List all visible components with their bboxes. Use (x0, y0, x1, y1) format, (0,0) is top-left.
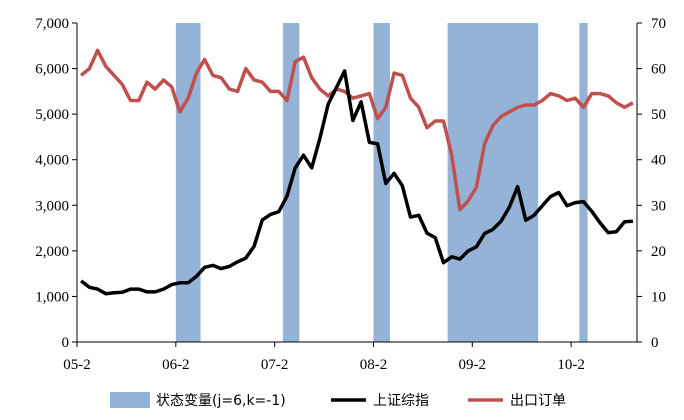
legend-swatch-state-variable (110, 392, 150, 408)
left-tick-label: 5,000 (35, 107, 69, 123)
shanghai-index-line (80, 69, 634, 296)
left-tick-label: 3,000 (35, 198, 69, 214)
left-tick-label: 4,000 (35, 153, 69, 169)
legend-label-state-variable: 状态变量(j=6,k=-1) (156, 393, 286, 409)
left-tick-label: 2,000 (35, 244, 69, 260)
series-lines (79, 48, 634, 296)
right-tick-label: 30 (651, 198, 666, 214)
left-tick-label: 1,000 (35, 289, 69, 305)
x-tick-label: 07-2 (261, 357, 289, 373)
right-tick-label: 20 (651, 244, 666, 260)
x-tick-label: 05-2 (63, 357, 91, 373)
left-tick-label: 0 (62, 335, 70, 351)
right-tick-label: 0 (651, 335, 659, 351)
left-tick-label: 6,000 (35, 62, 69, 78)
legend-label-export-orders: 出口订单 (510, 393, 566, 409)
legend-label-shanghai-index: 上证综指 (373, 393, 429, 409)
left-tick-label: 7,000 (35, 16, 69, 32)
state-band-4 (579, 23, 588, 342)
right-tick-label: 70 (651, 16, 666, 32)
state-band-3 (447, 23, 539, 342)
x-tick-label: 09-2 (459, 357, 487, 373)
right-tick-label: 60 (651, 62, 666, 78)
right-tick-label: 50 (651, 107, 666, 123)
right-tick-label: 10 (651, 289, 666, 305)
shaded-bands (175, 23, 588, 342)
x-tick-label: 10-2 (557, 357, 585, 373)
axes: 0 1,000 2,000 3,000 4,000 5,000 6,000 7,000 0 10 2… (35, 16, 666, 373)
legend: 状态变量(j=6,k=-1) 上证综指 出口订单 (110, 392, 566, 409)
right-tick-label: 40 (651, 153, 666, 169)
x-tick-label: 08-2 (360, 357, 388, 373)
export-orders-line (79, 48, 634, 212)
x-tick-label: 06-2 (162, 357, 190, 373)
